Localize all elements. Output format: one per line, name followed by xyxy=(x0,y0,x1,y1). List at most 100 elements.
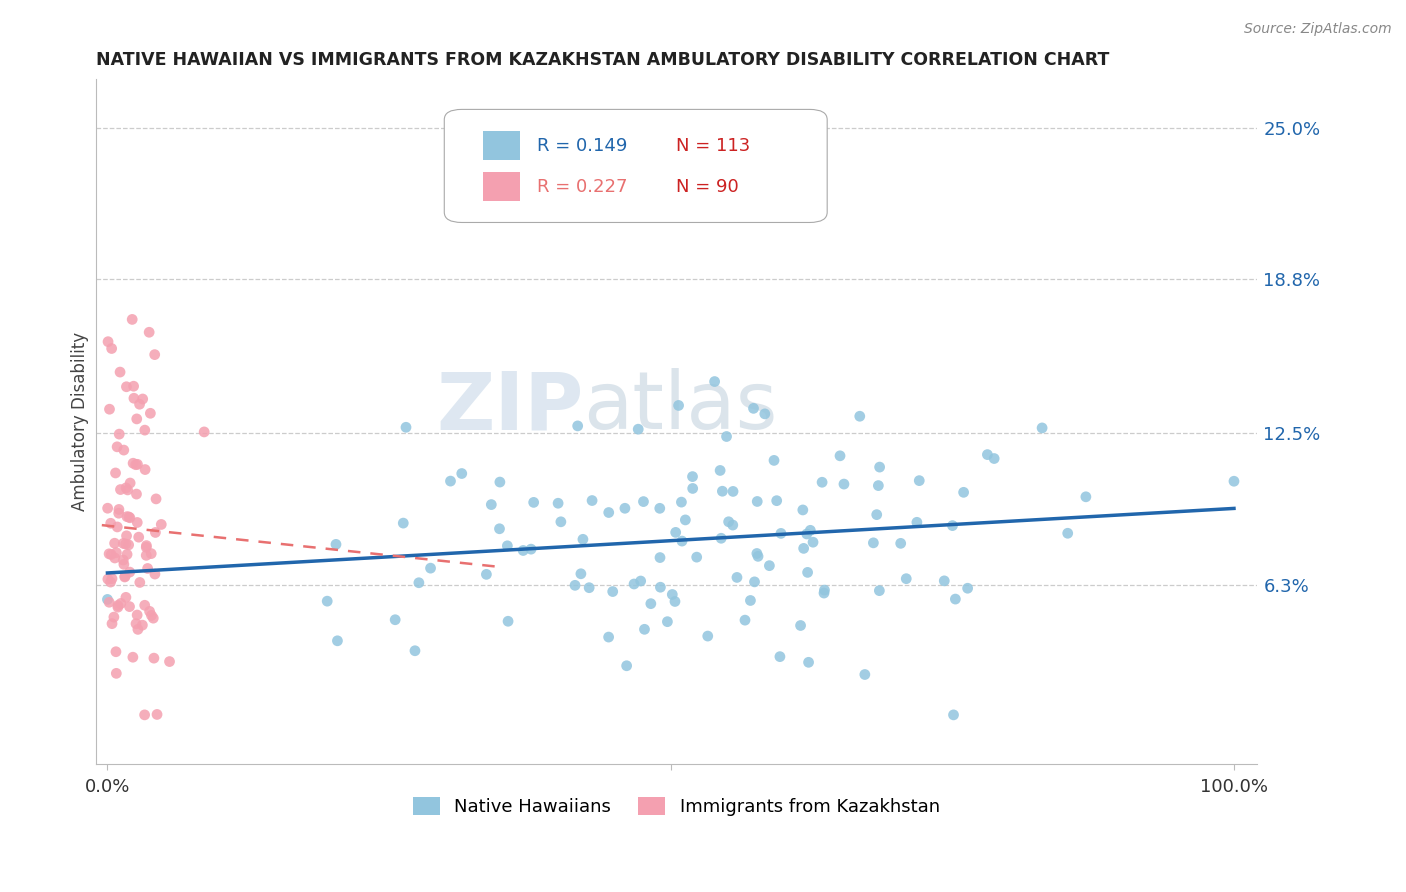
Text: NATIVE HAWAIIAN VS IMMIGRANTS FROM KAZAKHSTAN AMBULATORY DISABILITY CORRELATION : NATIVE HAWAIIAN VS IMMIGRANTS FROM KAZAK… xyxy=(96,51,1109,69)
Point xyxy=(122,379,145,393)
Point xyxy=(627,422,650,436)
Point xyxy=(956,581,979,595)
FancyBboxPatch shape xyxy=(444,110,827,222)
Point xyxy=(404,644,426,658)
Point xyxy=(734,613,756,627)
Point xyxy=(105,520,128,534)
Point xyxy=(754,407,776,421)
Point xyxy=(108,427,131,442)
Point xyxy=(572,533,595,547)
Point xyxy=(135,549,157,563)
Point xyxy=(134,599,156,613)
Point xyxy=(118,510,141,524)
Point xyxy=(657,615,679,629)
Point xyxy=(671,534,693,549)
Point xyxy=(512,543,534,558)
Point xyxy=(813,586,835,600)
Point xyxy=(745,546,768,560)
Point xyxy=(125,616,148,631)
Point xyxy=(419,561,441,575)
Point xyxy=(100,548,122,562)
Point xyxy=(792,503,814,517)
Point xyxy=(110,597,132,611)
Point xyxy=(686,550,709,565)
Point xyxy=(661,587,683,601)
Point xyxy=(150,517,173,532)
Point xyxy=(868,583,890,598)
Point xyxy=(564,578,586,592)
Point xyxy=(105,440,128,454)
Point xyxy=(866,508,889,522)
Point xyxy=(112,558,135,572)
Point xyxy=(115,481,138,495)
Point xyxy=(143,567,166,582)
Point xyxy=(128,530,150,544)
Point xyxy=(488,522,510,536)
Point xyxy=(710,531,733,545)
Point xyxy=(146,707,169,722)
Point xyxy=(98,595,121,609)
Point xyxy=(101,572,124,586)
Point xyxy=(479,498,502,512)
Point xyxy=(983,451,1005,466)
Point xyxy=(862,536,884,550)
Point xyxy=(122,456,145,470)
Point xyxy=(101,616,124,631)
Point xyxy=(682,469,704,483)
Point xyxy=(721,518,744,533)
Point xyxy=(114,570,136,584)
Point xyxy=(384,613,406,627)
Point xyxy=(127,623,149,637)
Text: atlas: atlas xyxy=(583,368,778,447)
Point xyxy=(326,633,349,648)
Point xyxy=(125,412,148,426)
Point xyxy=(811,475,834,490)
Point xyxy=(976,448,998,462)
Point xyxy=(789,618,811,632)
Point xyxy=(395,420,418,434)
Text: R = 0.149: R = 0.149 xyxy=(537,136,627,154)
Point xyxy=(107,506,129,520)
Point xyxy=(117,483,139,497)
Point xyxy=(134,423,156,437)
Point xyxy=(139,406,162,420)
Point xyxy=(115,591,138,605)
Point xyxy=(581,493,603,508)
Point xyxy=(128,397,150,411)
Point xyxy=(96,592,118,607)
Point xyxy=(450,467,472,481)
Point xyxy=(550,515,572,529)
Text: Source: ZipAtlas.com: Source: ZipAtlas.com xyxy=(1244,22,1392,37)
Point xyxy=(711,484,734,499)
Point xyxy=(716,429,738,443)
Point xyxy=(696,629,718,643)
Point xyxy=(908,474,931,488)
Point xyxy=(943,592,966,607)
Point xyxy=(112,553,135,567)
Point xyxy=(112,536,135,550)
Point xyxy=(765,493,787,508)
Point xyxy=(97,334,120,349)
Point xyxy=(122,391,145,405)
Point xyxy=(613,501,636,516)
Point xyxy=(108,502,131,516)
FancyBboxPatch shape xyxy=(482,172,520,202)
FancyBboxPatch shape xyxy=(482,131,520,161)
Text: R = 0.227: R = 0.227 xyxy=(537,178,627,196)
Point xyxy=(100,575,122,590)
Point xyxy=(97,572,120,586)
Point xyxy=(489,475,512,489)
Point xyxy=(648,501,671,516)
Point xyxy=(801,535,824,549)
Point xyxy=(114,537,136,551)
Point xyxy=(104,466,127,480)
Point xyxy=(848,409,870,424)
Point xyxy=(104,536,127,550)
Point xyxy=(122,650,145,665)
Point xyxy=(633,494,655,508)
Point xyxy=(120,476,142,491)
Point xyxy=(952,485,974,500)
Point xyxy=(104,645,127,659)
Point xyxy=(98,547,121,561)
Point xyxy=(703,375,725,389)
